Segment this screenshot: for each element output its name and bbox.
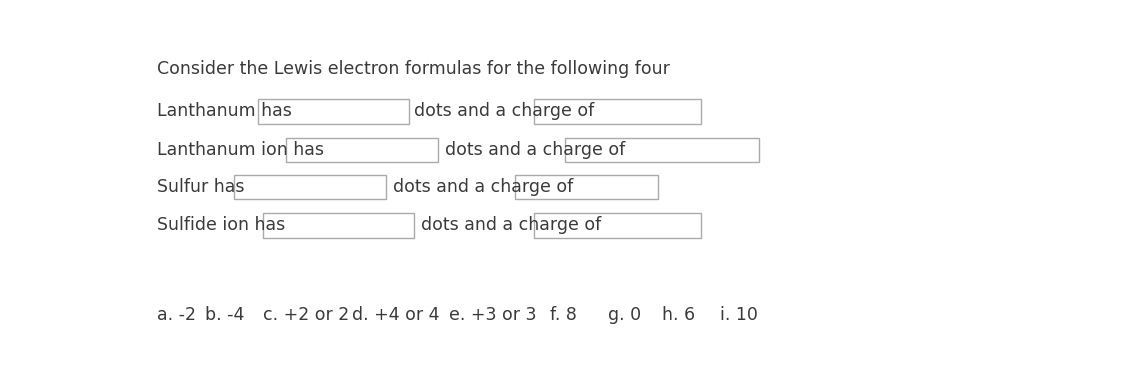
Text: dots and a charge of: dots and a charge of <box>414 102 595 120</box>
Text: dots and a charge of: dots and a charge of <box>421 216 602 234</box>
Bar <box>263 213 414 238</box>
Text: Sulfur has: Sulfur has <box>157 178 245 196</box>
Bar <box>534 213 701 238</box>
Text: h. 6: h. 6 <box>662 306 696 324</box>
Text: d. +4 or 4: d. +4 or 4 <box>352 306 439 324</box>
Text: dots and a charge of: dots and a charge of <box>392 178 573 196</box>
Text: Lanthanum has: Lanthanum has <box>157 102 292 120</box>
Text: Consider the Lewis electron formulas for the following four: Consider the Lewis electron formulas for… <box>157 60 670 78</box>
Text: f. 8: f. 8 <box>550 306 577 324</box>
Text: b. -4: b. -4 <box>205 306 245 324</box>
Bar <box>235 175 386 199</box>
Text: e. +3 or 3: e. +3 or 3 <box>450 306 537 324</box>
Text: Lanthanum ion has: Lanthanum ion has <box>157 141 324 159</box>
Text: a. -2: a. -2 <box>157 306 196 324</box>
Text: g. 0: g. 0 <box>607 306 641 324</box>
Text: Sulfide ion has: Sulfide ion has <box>157 216 285 234</box>
Bar <box>286 137 437 162</box>
Text: i. 10: i. 10 <box>721 306 758 324</box>
Bar <box>515 175 659 199</box>
Text: dots and a charge of: dots and a charge of <box>445 141 626 159</box>
Bar <box>257 99 408 124</box>
Bar <box>534 99 701 124</box>
Text: c. +2 or 2: c. +2 or 2 <box>263 306 349 324</box>
Bar <box>565 137 760 162</box>
